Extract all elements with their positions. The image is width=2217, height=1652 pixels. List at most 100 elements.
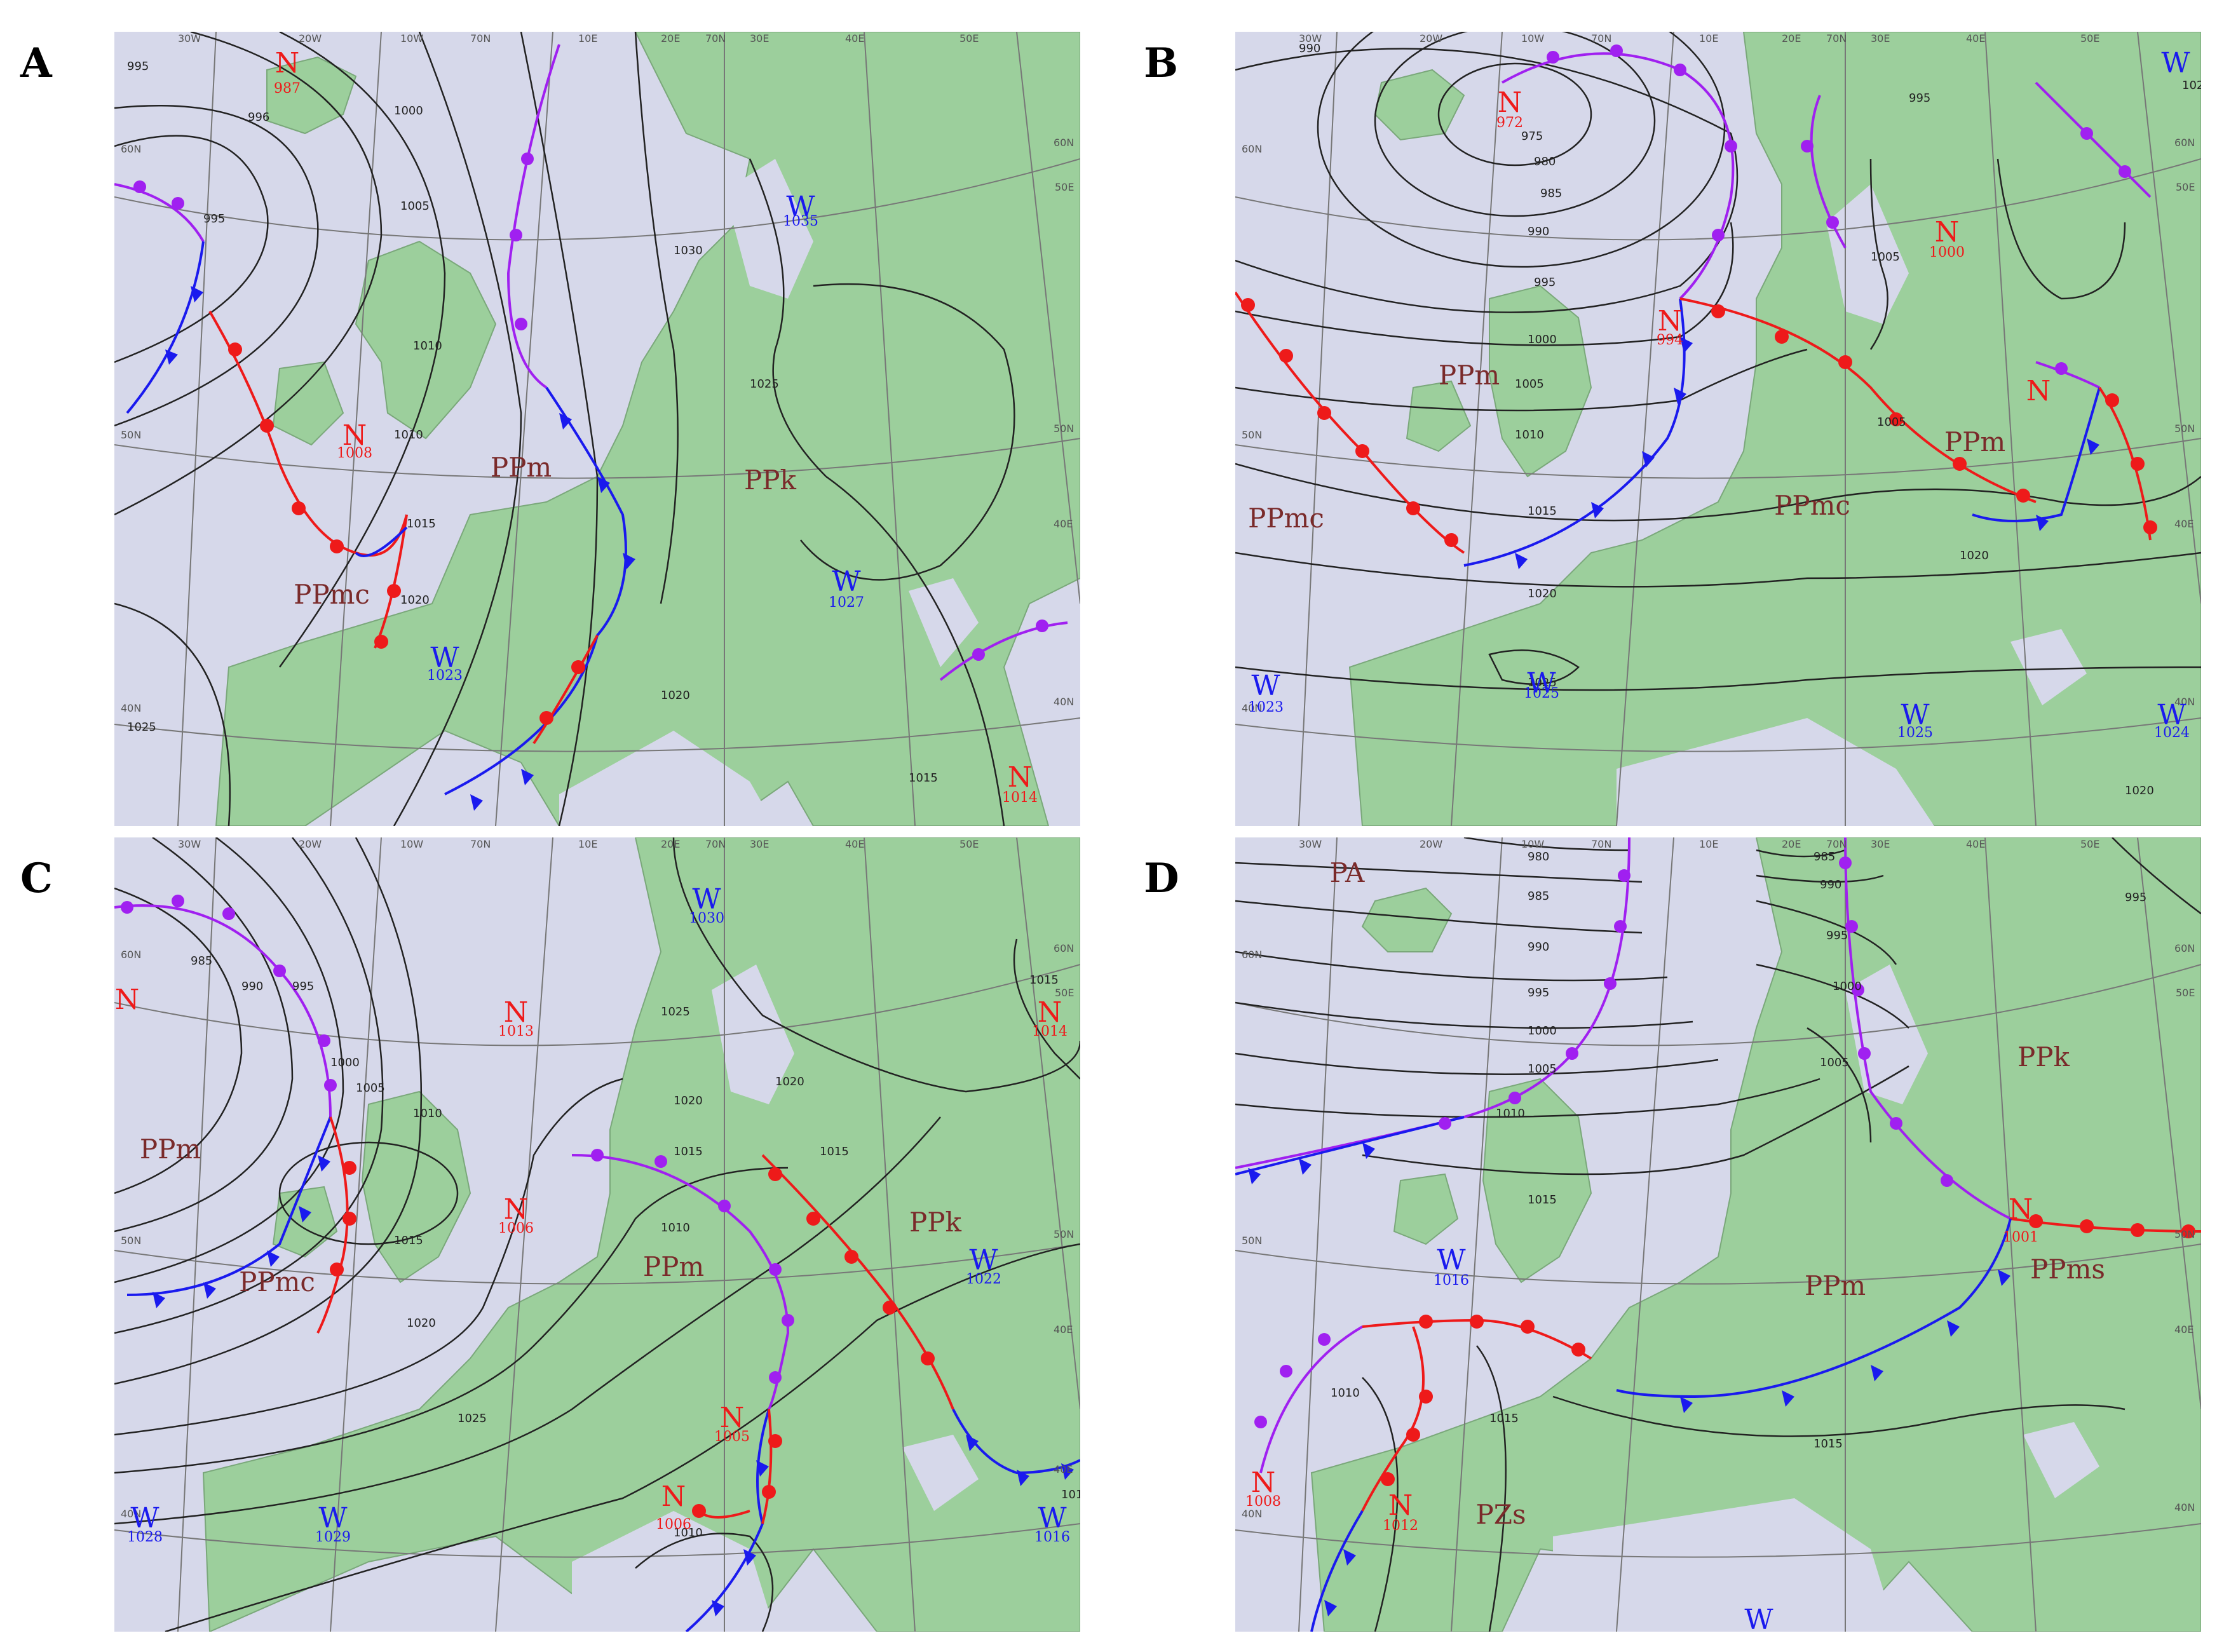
grid-label: 30W	[178, 32, 201, 44]
warm-front-c2	[761, 1409, 773, 1524]
grid-label: 60N	[121, 143, 141, 155]
cold-front-b2	[1972, 387, 2101, 522]
isobar-label: 1010	[413, 339, 442, 353]
grid-label: 10W	[400, 838, 423, 850]
low-pressure-symbol: N	[342, 419, 367, 452]
high-pressure-symbol: W	[969, 1244, 998, 1276]
grid-label: 10W	[1521, 32, 1544, 44]
air-mass-label: PPms	[2030, 1254, 2105, 1285]
ireland-b	[1406, 380, 1472, 452]
grid-label: 40N	[1242, 1508, 1262, 1520]
high-pressure-value: 1029	[315, 1529, 351, 1545]
air-masses-c: PPm PPmc PPm PPk	[140, 1134, 962, 1297]
low-pressure-symbol: N	[1008, 761, 1033, 794]
low-pressure-value: 972	[1496, 115, 1523, 131]
pressure-centers-a: N 987 N 1008 W 1035 W 1027 W 1023 N 1014	[274, 47, 1038, 806]
isobar-labels-b: 990 975 980 985 990 995 1000 1005 1010 1…	[1299, 42, 2201, 797]
air-mass-label: PZs	[1476, 1499, 1526, 1530]
grid-label: 70N	[705, 838, 726, 850]
air-mass-label: PPm	[1439, 360, 1500, 391]
grid-label: 60N	[1054, 137, 1074, 149]
grid-label: 40E	[1054, 1463, 1073, 1475]
grid-label: 40N	[1054, 696, 1074, 708]
isobar-label: 995	[203, 212, 225, 226]
low-pressure-symbol: N	[720, 1402, 745, 1434]
cold-symbols-a	[165, 286, 635, 811]
air-masses-b: PPm PPm PPmc PPmc	[1248, 360, 2005, 534]
grid-d	[1235, 837, 2201, 1632]
high-pressure-symbol: W	[318, 1502, 348, 1534]
grid-label: 50E	[1055, 987, 1074, 999]
grid-label: 20W	[299, 32, 322, 44]
seas-b	[1617, 184, 2087, 826]
high-pressure-symbol: W	[1251, 670, 1280, 702]
grid-label: 40E	[1054, 1324, 1073, 1336]
isobar-label: 980	[1534, 155, 1556, 168]
low-pressure-value: 1014	[1032, 1024, 1068, 1039]
grid-label: 10W	[1521, 838, 1544, 850]
low-pressure-symbol: N	[1251, 1466, 1276, 1499]
air-mass-label: PPm	[140, 1134, 201, 1165]
mediterranean-d	[1553, 1498, 1896, 1632]
warm-symbols-a	[228, 342, 585, 725]
grid-label: 20E	[1782, 838, 1801, 850]
grid-label: 70N	[1826, 838, 1847, 850]
high-pressure-value: 1016	[1434, 1273, 1469, 1289]
high-pressure-symbol: W	[2157, 699, 2186, 731]
grid-label: 50E	[2080, 838, 2099, 850]
isobar-label: 1015	[1528, 1193, 1557, 1207]
isobar-label: 995	[1909, 91, 1930, 105]
cold-front-d3	[1310, 1510, 1364, 1632]
grid-label: 50N	[1054, 423, 1074, 435]
grid-label: 70N	[1591, 32, 1611, 44]
grid-label: 50E	[2080, 32, 2099, 44]
low-pressure-value: 1014	[1002, 790, 1038, 806]
grid-label: 40E	[845, 32, 864, 44]
grid-labels-b: 30W 20W 10W 70N 10E 20E 70N 30E 40E 50E …	[1242, 32, 2195, 714]
low-pressure-symbol: N	[1038, 996, 1062, 1029]
grid-label: 40E	[2174, 1324, 2193, 1336]
grid-label: 30W	[1299, 32, 1322, 44]
high-pressure-value: 1035	[783, 213, 818, 229]
grid-label: 40E	[2174, 518, 2193, 530]
isobar-label: 1030	[674, 244, 703, 257]
high-pressure-symbol: W	[1437, 1244, 1466, 1276]
grid-label: 40N	[1242, 702, 1262, 714]
high-pressure-value: 1024	[2154, 725, 2190, 741]
map-panel-d: 30W 20W 10W 70N 10E 20E 70N 30E 40E 50E …	[1235, 837, 2201, 1632]
occluded-front-d3	[1259, 1325, 1364, 1473]
low-pressure-symbol: N	[2026, 375, 2051, 407]
cold-front-a1	[126, 241, 205, 414]
isobar-label: 985	[1528, 890, 1549, 903]
grid-label: 70N	[1591, 838, 1611, 850]
cold-front-d1	[1235, 1116, 1465, 1175]
mediterranean-a	[559, 731, 775, 826]
grid-label: 30E	[750, 32, 769, 44]
black-sea-c	[902, 1435, 979, 1511]
grid-a	[114, 32, 1080, 826]
isobar-label: 995	[1528, 986, 1549, 999]
high-pressure-value: 1023	[1248, 700, 1284, 715]
isobars-c	[114, 837, 1080, 1632]
isobar-label: 1020	[2182, 79, 2201, 92]
grid-label: 30E	[1871, 838, 1890, 850]
grid-label: 30W	[178, 838, 201, 850]
weather-map-a: 30W 20W 10W 70N 10E 20E 70N 30E 40E 50E …	[114, 32, 1080, 826]
isobar-label: 995	[1534, 276, 1556, 289]
air-mass-label: PPmc	[1248, 503, 1324, 534]
air-mass-label: PPk	[744, 464, 797, 496]
isobar-label: 1020	[661, 689, 690, 702]
air-mass-label: PPmc	[239, 1266, 315, 1297]
low-pressure-value: 1013	[498, 1024, 534, 1039]
isobar-label: 1020	[1528, 587, 1557, 600]
isobar-label: 1020	[2125, 784, 2154, 797]
grid-labels-a: 30W 20W 10W 70N 10E 20E 70N 30E 40E 50E …	[121, 32, 1074, 714]
grid-label: 40E	[1966, 838, 1985, 850]
isobar-label: 1000	[330, 1056, 360, 1069]
panel-letter-b: B	[1144, 39, 1179, 87]
grid-label: 10E	[1699, 32, 1718, 44]
warm-symbols-c	[330, 1161, 935, 1518]
air-mass-label: PPm	[643, 1251, 704, 1282]
grid-label: 20E	[1782, 32, 1801, 44]
grid-c	[114, 837, 1080, 1632]
